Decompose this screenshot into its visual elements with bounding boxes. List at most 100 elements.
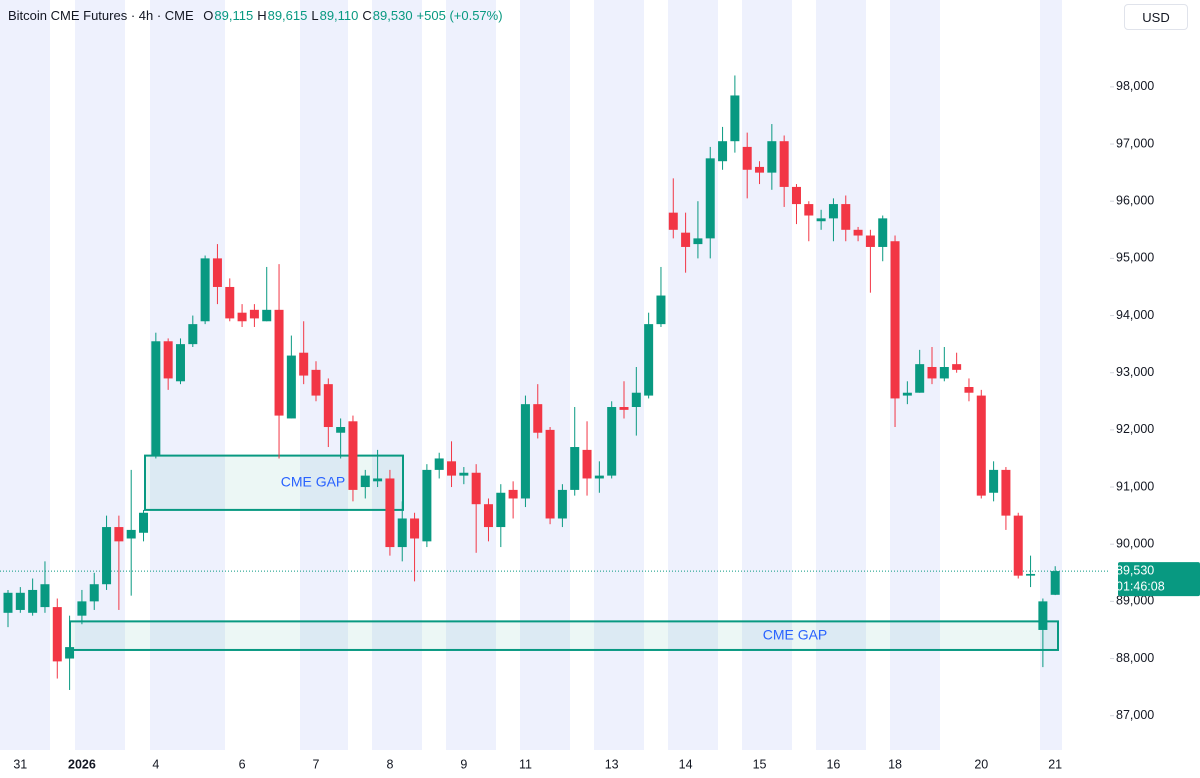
y-tick-label: 91,000 [1116,479,1154,493]
candle-body [397,518,407,548]
candle-body [434,458,444,470]
x-tick-label: 20 [974,757,988,771]
candle-body [373,478,383,482]
candle-body [77,601,87,616]
candle-body [570,447,580,490]
x-tick-label: 6 [239,757,246,771]
candle-body [40,584,50,608]
y-tick-label: 96,000 [1116,194,1154,208]
candle-body [791,186,801,205]
candle-body [175,344,185,382]
candle-body [89,584,99,602]
ohlc-label: L [311,8,319,23]
candle-body [668,212,678,230]
session-band [372,0,422,750]
ohlc-value: 89,615 [267,8,308,23]
session-band [520,0,570,750]
price-tag-countdown: 01:46:08 [1116,579,1165,593]
session-band [75,0,125,750]
candle-body [520,404,530,499]
candle-body [15,592,25,610]
candle-body [915,364,925,393]
candle-body [459,472,469,476]
candle-body [286,355,296,419]
price-tag-value: 89,530 [1116,563,1154,577]
candle-body [718,141,728,162]
candle-body [3,592,13,613]
candle-body [582,449,592,479]
ohlc-label: O [203,8,214,23]
session-band [446,0,496,750]
gap-box [69,620,1059,651]
candle-body [730,95,740,142]
chart-title: Bitcoin CME Futures · 4h · CME [8,8,194,23]
candle-body [607,407,617,476]
ohlc-value: 89,110 [319,8,359,23]
candle-body [262,309,272,322]
candle-body [878,218,888,247]
candle-body [533,404,543,433]
ohlc-label: C [362,8,372,23]
candle-body [28,589,38,613]
candle-body [311,369,321,396]
candle-body [656,295,666,325]
candle-body [163,341,173,379]
candle-body [323,384,333,428]
candle-body [545,429,555,519]
x-tick-label: 8 [386,757,393,771]
candle-body [483,504,493,528]
x-tick-label: 31 [13,757,27,771]
candle-body [336,427,346,433]
price-change: +505 (+0.57%) [416,8,503,23]
candle-body [853,229,863,236]
candle-body [816,218,826,222]
candle-body [385,478,395,548]
candle-body [360,475,370,488]
x-tick-label: 21 [1048,757,1062,771]
currency-button[interactable]: USD [1124,4,1188,30]
y-tick-label: 89,000 [1116,594,1154,608]
gap-box [144,454,404,511]
session-band [668,0,718,750]
candle-body [742,146,752,170]
candle-body [1026,573,1036,576]
x-tick-label: 14 [679,757,693,771]
candle-body [225,286,235,319]
session-band [594,0,644,750]
candle-body [755,166,765,173]
candle-body [890,241,900,399]
candle-body [65,647,75,659]
candle-body [927,366,937,379]
y-tick-label: 92,000 [1116,422,1154,436]
candle-body [693,238,703,245]
y-tick-label: 94,000 [1116,308,1154,322]
x-tick-label: 15 [753,757,767,771]
candle-body [644,324,654,396]
candle-body [52,607,62,662]
candle-body [1001,469,1011,516]
candle-body [841,204,851,230]
candle-body [902,392,912,396]
session-band [816,0,866,750]
candle-body [496,492,506,528]
candle-body [447,461,457,476]
gap-label: CME GAP [281,473,346,489]
candle-body [348,421,358,490]
candle-body [976,395,986,496]
candle-body [865,235,875,247]
session-band [150,0,225,750]
x-tick-label: 4 [152,757,159,771]
candle-body [594,475,604,479]
x-tick-label: 16 [826,757,840,771]
y-tick-label: 87,000 [1116,708,1154,722]
ohlc-label: H [257,8,267,23]
candle-body [705,158,715,239]
candle-body [989,469,999,493]
session-band [0,0,50,750]
session-band [742,0,792,750]
candle-body [410,518,420,539]
candle-body [249,309,259,319]
y-tick-label: 93,000 [1116,365,1154,379]
y-tick-label: 98,000 [1116,79,1154,93]
